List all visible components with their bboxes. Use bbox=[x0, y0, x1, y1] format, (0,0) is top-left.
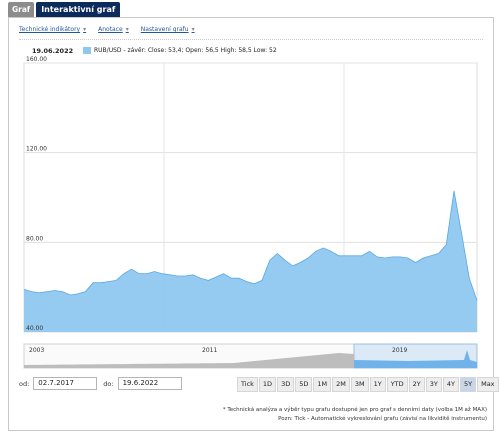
y-tick-label: 40.00 bbox=[26, 325, 43, 332]
period-button-ytd[interactable]: YTD bbox=[386, 377, 408, 392]
navigator-year-label: 2003 bbox=[29, 347, 44, 354]
y-tick-label: 80.00 bbox=[26, 235, 43, 242]
legend-swatch bbox=[83, 47, 91, 54]
to-date-input[interactable]: 19.6.2022 bbox=[117, 377, 182, 390]
period-button-3m[interactable]: 3M bbox=[350, 377, 369, 392]
period-button-1d[interactable]: 1D bbox=[258, 377, 277, 392]
y-tick-label: 120.00 bbox=[26, 146, 47, 153]
y-tick-label: 160.00 bbox=[26, 56, 47, 63]
chevron-down-icon: ▾ bbox=[191, 26, 195, 33]
menu-chart-settings[interactable]: Nastavení grafu ▾ bbox=[140, 26, 195, 33]
period-buttons: Tick 1D 3D 5D 1M 2M 3M 1Y YTD 2Y 3Y 4Y 5Y Max bbox=[237, 377, 499, 392]
footnote-1: * Technická analýza a výběr typu grafu d… bbox=[222, 407, 487, 413]
period-button-5d[interactable]: 5D bbox=[295, 377, 313, 392]
to-label: do: bbox=[103, 379, 114, 388]
series-area-RUB/USD bbox=[24, 190, 477, 332]
navigator-year-label: 2011 bbox=[202, 347, 217, 354]
from-date-input[interactable]: 02.7.2017 bbox=[33, 377, 98, 390]
navigator-year-label: 2019 bbox=[392, 347, 407, 354]
chart-legend: RUB/USD - závěr: Close: 53,4; Open: 56,5… bbox=[83, 47, 277, 54]
chart-menubar: Technické indikátory ▾ Anotace ▾ Nastavení… bbox=[19, 26, 195, 33]
navigator-selection-area bbox=[354, 350, 477, 368]
period-button-1y[interactable]: 1Y bbox=[369, 377, 386, 392]
legend-date: 19.06.2022 bbox=[32, 47, 74, 55]
period-button-4y[interactable]: 4Y bbox=[442, 377, 459, 392]
tab-interactive[interactable]: Interaktivní graf bbox=[36, 2, 121, 17]
series-line-RUB/USD bbox=[23, 190, 478, 301]
menu-annotations[interactable]: Anotace ▾ bbox=[98, 26, 129, 33]
period-button-3d[interactable]: 3D bbox=[277, 377, 295, 392]
period-button-3y[interactable]: 3Y bbox=[425, 377, 442, 392]
from-label: od: bbox=[19, 379, 30, 388]
period-button-tick[interactable]: Tick bbox=[237, 377, 258, 392]
chart-panel: Technické indikátory ▾ Anotace ▾ Nastavení… bbox=[8, 17, 499, 431]
chart-tabs: Graf Interaktivní graf bbox=[8, 2, 121, 17]
footnote-2: Pozn: Tick - Automatické vykreslování gr… bbox=[278, 416, 487, 422]
period-button-1m[interactable]: 1M bbox=[313, 377, 332, 392]
period-button-5y[interactable]: 5Y bbox=[459, 377, 477, 392]
chevron-down-icon: ▾ bbox=[125, 26, 129, 33]
chevron-down-icon: ▾ bbox=[83, 26, 87, 33]
price-chart[interactable]: 160.00 120.00 80.00 40.00 2003 2011 2019 bbox=[9, 18, 493, 430]
menu-technical-indicators[interactable]: Technické indikátory ▾ bbox=[19, 26, 87, 33]
date-range: od: 02.7.2017 do: 19.6.2022 bbox=[19, 377, 188, 390]
period-button-2m[interactable]: 2M bbox=[332, 377, 350, 392]
period-button-2y[interactable]: 2Y bbox=[408, 377, 425, 392]
tab-graf[interactable]: Graf bbox=[8, 2, 35, 17]
navigator-history-area bbox=[24, 353, 354, 368]
legend-text: RUB/USD - závěr: Close: 53,4; Open: 56,5… bbox=[94, 47, 277, 54]
period-button-max[interactable]: Max bbox=[477, 377, 499, 392]
menu-divider bbox=[19, 39, 483, 40]
